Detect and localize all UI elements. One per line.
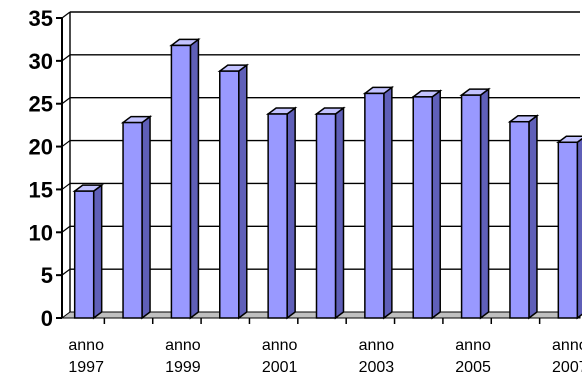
bar-front [170,44,192,319]
bar-front [73,190,95,319]
bar [265,106,298,320]
bar [314,106,346,320]
bar-side [92,183,103,320]
bar-side [479,87,490,320]
y-tick-label: 20 [29,135,53,160]
gridline-depth [61,11,71,19]
x-tick-label: anno2007 [552,337,582,376]
x-tick-label: anno 2001 [262,337,298,376]
bar [410,89,443,320]
y-tick-label: 10 [29,220,53,245]
y-tick-label: 5 [41,263,53,288]
gridline-depth [61,225,71,233]
gridline-depth [61,182,71,190]
gridline-depth [61,54,71,62]
bar-front [364,92,385,319]
bar-side [286,106,296,320]
bar-side [238,63,248,320]
bar-side [141,115,151,320]
bar-side [189,37,200,320]
y-tick-label: 25 [29,92,53,117]
bar-front [122,121,143,319]
bar-front [509,120,530,319]
bar [556,135,582,320]
x-tick-label: anno 1997 [68,337,104,376]
y-tick-label: 30 [29,49,53,74]
y-tick-label: 0 [41,306,53,331]
x-tick-label: anno 2003 [359,337,395,376]
bar [459,87,491,320]
x-tick-label: anno 1999 [165,337,201,376]
bar-front [267,113,288,319]
bar-side [431,89,441,320]
y-tick-labels: 0 5 10 15 20 25 30 35 [29,6,53,331]
bar [72,183,104,320]
bar-front [460,94,482,319]
bar-front [315,113,337,319]
gridline-depth [61,268,71,276]
bar [217,63,250,320]
bar-front [412,96,433,319]
bar [362,85,395,320]
gridline-depth [61,140,71,148]
bars [72,37,582,320]
bar-side [528,114,538,320]
bar [507,114,540,320]
x-tick-label: anno 2005 [455,337,491,376]
bar-front [219,70,240,319]
x-tick-labels: anno 1997 anno 1999 anno 2001 anno 2003 anno 2005… [68,337,582,376]
bar-top [556,135,582,144]
bar-front [557,141,579,319]
y-tick-label: 35 [29,6,53,31]
bar [120,115,153,320]
gridline-depth [61,97,71,105]
bar-side [383,85,393,320]
y-tick-label: 15 [29,177,53,202]
bar-side [334,106,345,320]
bar [169,37,201,320]
